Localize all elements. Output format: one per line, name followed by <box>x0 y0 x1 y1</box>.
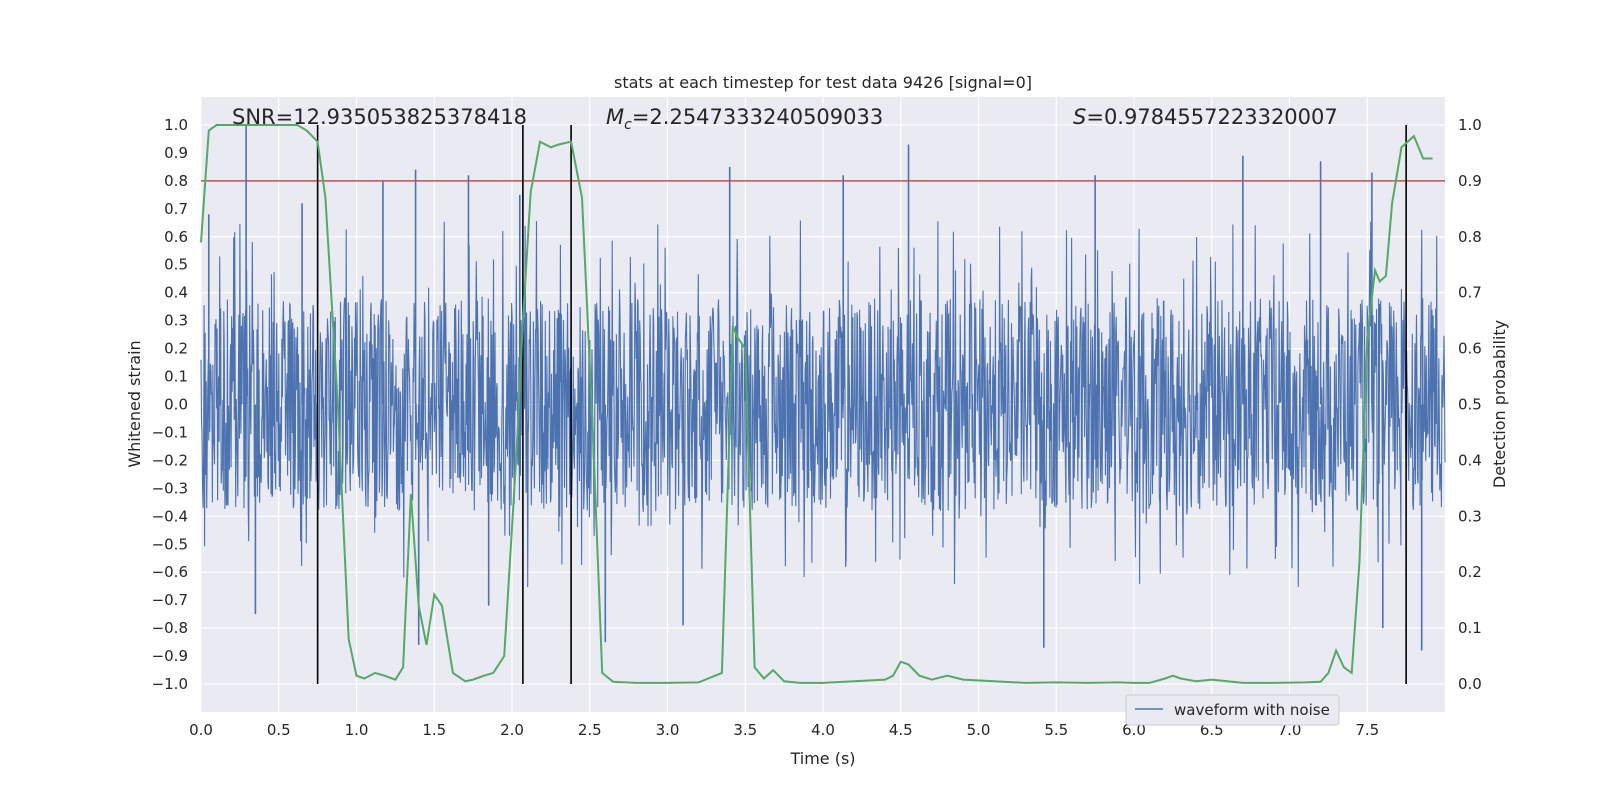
y2-tick-label: 0.8 <box>1458 228 1482 246</box>
x-tick-labels: 0.0 0.5 1.0 1.5 2.0 2.5 3.0 3.5 4.0 4.5 5.0 5.5 6.0 6… <box>189 721 1379 739</box>
chirp-mass-subscript: c <box>624 117 632 133</box>
y-tick-label: 0.7 <box>164 200 188 218</box>
y-tick-label: 0.9 <box>164 144 188 162</box>
y-tick-label: 0.2 <box>164 340 188 358</box>
y-tick-label: 0.4 <box>164 284 188 302</box>
vertical-lines <box>316 124 1407 685</box>
y-tick-label: 0.8 <box>164 172 188 190</box>
y-tick-label: −1.0 <box>152 675 188 693</box>
legend-box <box>1125 694 1340 726</box>
x-tick-label: 3.5 <box>733 721 757 739</box>
x-tick-label: 4.5 <box>889 721 913 739</box>
y-tick-label: 0.0 <box>164 396 188 414</box>
snr-annotation: SNR=12.935053825378418 <box>232 105 527 129</box>
x-tick-label: 3.0 <box>656 721 680 739</box>
y2-tick-label: 0.6 <box>1458 340 1482 358</box>
s-symbol: S <box>1073 105 1086 129</box>
chirp-mass-value: =2.2547333240509033 <box>632 105 883 129</box>
x-tick-label: 1.5 <box>422 721 446 739</box>
y2-tick-label: 0.1 <box>1458 619 1482 637</box>
y-tick-label: −0.9 <box>152 647 188 665</box>
y-tick-label: −0.4 <box>152 507 188 525</box>
x-tick-label: 0.0 <box>189 721 213 739</box>
probability-line <box>200 124 1433 684</box>
s-value: =0.9784557223320007 <box>1086 105 1337 129</box>
y2-tick-label: 1.0 <box>1458 116 1482 134</box>
chirp-mass-annotation: Mc=2.2547333240509033 <box>606 105 883 133</box>
y-tick-label: −0.8 <box>152 619 188 637</box>
x-tick-label: 4.0 <box>811 721 835 739</box>
y2-tick-labels: 0.0 0.1 0.2 0.3 0.4 0.5 0.6 0.7 0.8 0.9 1.0 <box>1458 116 1482 693</box>
legend-label: waveform with noise <box>1174 701 1330 719</box>
chirp-mass-symbol: M <box>606 105 624 129</box>
probability-series <box>200 124 1433 684</box>
y2-tick-label: 0.2 <box>1458 563 1482 581</box>
y2-axis-label: Detection probability <box>1490 320 1509 488</box>
y-tick-label: 0.1 <box>164 368 188 386</box>
y-tick-label: −0.7 <box>152 591 188 609</box>
x-tick-label: 0.5 <box>267 721 291 739</box>
y2-tick-label: 0.4 <box>1458 451 1482 469</box>
y-tick-labels: −1.0 −0.9 −0.8 −0.7 −0.6 −0.5 −0.4 −0.3 −0.2 −0.1… <box>152 116 188 693</box>
y-tick-label: 1.0 <box>164 116 188 134</box>
y-tick-label: −0.2 <box>152 451 188 469</box>
y-tick-label: −0.3 <box>152 479 188 497</box>
y2-tick-label: 0.9 <box>1458 172 1482 190</box>
y-tick-label: 0.6 <box>164 228 188 246</box>
y2-tick-label: 0.3 <box>1458 507 1482 525</box>
x-tick-label: 1.0 <box>345 721 369 739</box>
x-tick-label: 5.5 <box>1044 721 1068 739</box>
waveform-line <box>200 220 1446 588</box>
x-tick-label: 5.0 <box>967 721 991 739</box>
y-tick-label: 0.5 <box>164 256 188 274</box>
x-tick-label: 2.5 <box>578 721 602 739</box>
chart-title: stats at each timestep for test data 942… <box>614 73 1032 92</box>
x-axis-label: Time (s) <box>789 749 855 768</box>
y-axis-label: Whitened strain <box>125 340 144 467</box>
legend: waveform with noise <box>1125 694 1340 726</box>
y-tick-label: −0.6 <box>152 563 188 581</box>
y2-tick-label: 0.5 <box>1458 396 1482 414</box>
x-tick-label: 7.5 <box>1355 721 1379 739</box>
x-tick-label: 2.0 <box>500 721 524 739</box>
y-tick-label: 0.3 <box>164 312 188 330</box>
s-annotation: S=0.9784557223320007 <box>1073 105 1338 129</box>
y2-tick-label: 0.0 <box>1458 675 1482 693</box>
y-tick-label: −0.1 <box>152 423 188 441</box>
y2-tick-label: 0.7 <box>1458 284 1482 302</box>
y-tick-label: −0.5 <box>152 535 188 553</box>
